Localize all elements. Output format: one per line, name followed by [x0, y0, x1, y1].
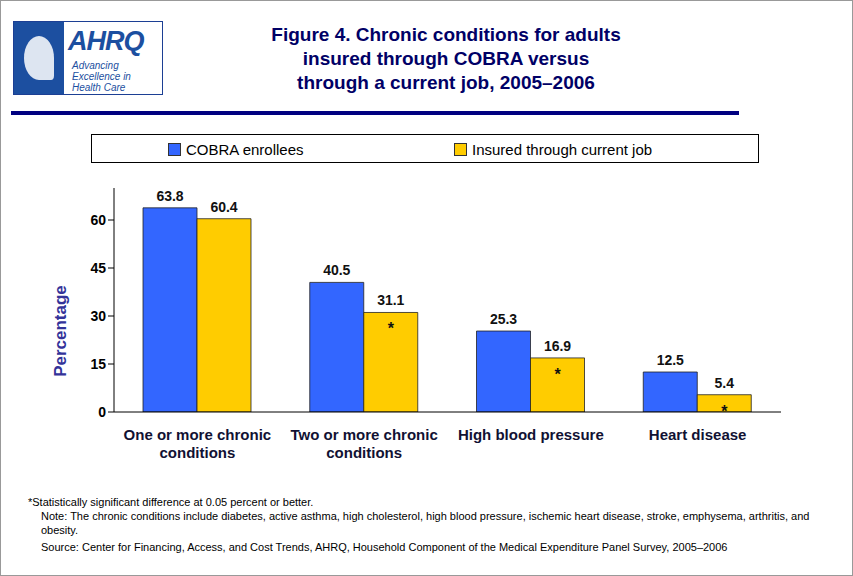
svg-text:*: *: [554, 366, 561, 383]
svg-text:16.9: 16.9: [544, 338, 571, 354]
html-text:Advancing Excellence in Health: Advancing Excellence in Health Care: [72, 60, 131, 93]
svg-text:45: 45: [90, 260, 106, 276]
html-text:Figure 4. Chronic conditions f: Figure 4. Chronic conditions for adults …: [271, 24, 621, 93]
svg-text:31.1: 31.1: [377, 292, 404, 308]
svg-text:40.5: 40.5: [323, 262, 350, 278]
html-text:Source: Center for Financing,: Source: Center for Financing, Access, an…: [41, 541, 728, 553]
html-text:*Statistically significant dif: *Statistically significant difference at…: [28, 496, 314, 508]
svg-text:High blood pressure: High blood pressure: [458, 426, 604, 443]
svg-text:12.5: 12.5: [657, 352, 684, 368]
svg-text:Heart disease: Heart disease: [649, 426, 747, 443]
svg-text:63.8: 63.8: [156, 188, 183, 204]
svg-text:60: 60: [90, 212, 106, 228]
svg-text:5.4: 5.4: [715, 375, 735, 391]
svg-text:60.4: 60.4: [210, 199, 237, 215]
html-text:Percentage: Percentage: [51, 285, 70, 377]
html-text:Note: The chronic conditions i: Note: The chronic conditions include dia…: [41, 510, 810, 536]
svg-text:*: *: [721, 403, 728, 420]
svg-text:Two or more chronicconditions: Two or more chronicconditions: [291, 426, 438, 461]
svg-text:One or more chronicconditions: One or more chronicconditions: [124, 426, 272, 461]
svg-text:30: 30: [90, 308, 106, 324]
svg-text:0: 0: [98, 404, 106, 420]
html-text:Insured through current job: Insured through current job: [472, 141, 653, 158]
svg-text:15: 15: [90, 356, 106, 372]
svg-text:*: *: [388, 320, 395, 337]
svg-text:25.3: 25.3: [490, 311, 517, 327]
html-text:AHRQ: AHRQ: [68, 26, 144, 56]
html-text:COBRA enrollees: COBRA enrollees: [186, 141, 304, 158]
